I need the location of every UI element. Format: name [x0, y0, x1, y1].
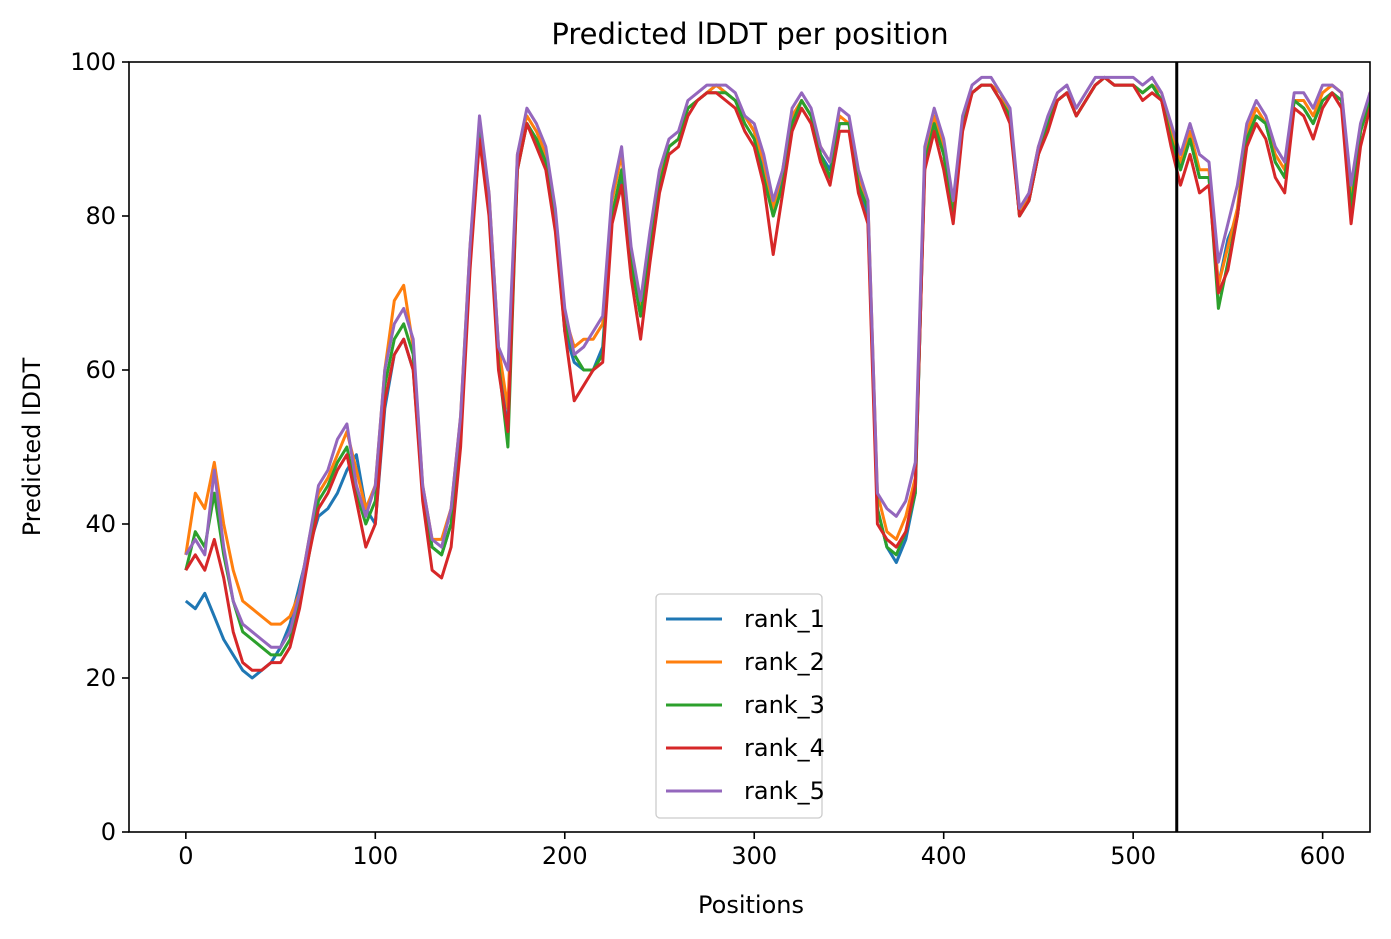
plot-frame [128, 61, 1371, 833]
series-line-rank_5 [184, 75, 1370, 649]
x-tick-label: 500 [1110, 842, 1156, 870]
legend-label-rank_4: rank_4 [744, 734, 825, 762]
x-tick-label: 400 [921, 842, 967, 870]
x-axis-label: Positions [698, 891, 804, 919]
y-tick-label: 20 [85, 664, 116, 692]
y-axis-label: Predicted lDDT [18, 357, 46, 536]
chart-title: Predicted lDDT per position [551, 17, 948, 51]
legend-box [655, 593, 823, 819]
legend-label-rank_3: rank_3 [744, 691, 825, 719]
y-tick-label: 100 [70, 48, 116, 76]
x-tick-label: 100 [352, 842, 398, 870]
y-tick-label: 40 [85, 510, 116, 538]
legend-label-rank_5: rank_5 [744, 777, 825, 805]
legend-label-rank_1: rank_1 [744, 605, 825, 633]
y-tick-label: 80 [85, 202, 116, 230]
x-tick-label: 0 [178, 842, 193, 870]
x-axis: 0 100 200 300 400 500 600 [178, 832, 1346, 870]
legend: rank_1 rank_2 rank_3 rank_4 rank_5 [655, 593, 825, 819]
y-tick-label: 0 [101, 818, 116, 846]
x-tick-label: 600 [1300, 842, 1346, 870]
x-tick-label: 300 [731, 842, 777, 870]
plot-area [128, 61, 1371, 833]
legend-label-rank_2: rank_2 [744, 648, 825, 676]
y-tick-label: 60 [85, 356, 116, 384]
y-axis: 0 20 40 60 80 100 [70, 48, 129, 846]
series-lines [184, 75, 1370, 680]
x-tick-label: 200 [542, 842, 588, 870]
